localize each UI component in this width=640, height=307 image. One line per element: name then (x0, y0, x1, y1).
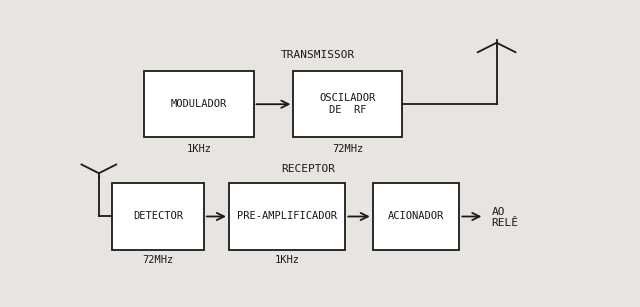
Text: RECEPTOR: RECEPTOR (281, 164, 335, 174)
Text: MODULADOR: MODULADOR (171, 99, 227, 109)
Text: 1KHz: 1KHz (275, 255, 300, 265)
FancyBboxPatch shape (112, 183, 204, 250)
FancyBboxPatch shape (145, 71, 253, 137)
Text: PRE-AMPLIFICADOR: PRE-AMPLIFICADOR (237, 212, 337, 221)
Text: 72MHz: 72MHz (143, 255, 174, 265)
Text: TRANSMISSOR: TRANSMISSOR (281, 49, 355, 60)
Text: AO
RELÊ: AO RELÊ (492, 207, 518, 228)
Text: 72MHz: 72MHz (332, 144, 364, 154)
FancyBboxPatch shape (372, 183, 460, 250)
Text: DETECTOR: DETECTOR (133, 212, 183, 221)
Text: OSCILADOR
DE  RF: OSCILADOR DE RF (320, 93, 376, 115)
Text: 1KHz: 1KHz (186, 144, 212, 154)
Text: ACIONADOR: ACIONADOR (388, 212, 444, 221)
FancyBboxPatch shape (229, 183, 346, 250)
FancyBboxPatch shape (293, 71, 403, 137)
